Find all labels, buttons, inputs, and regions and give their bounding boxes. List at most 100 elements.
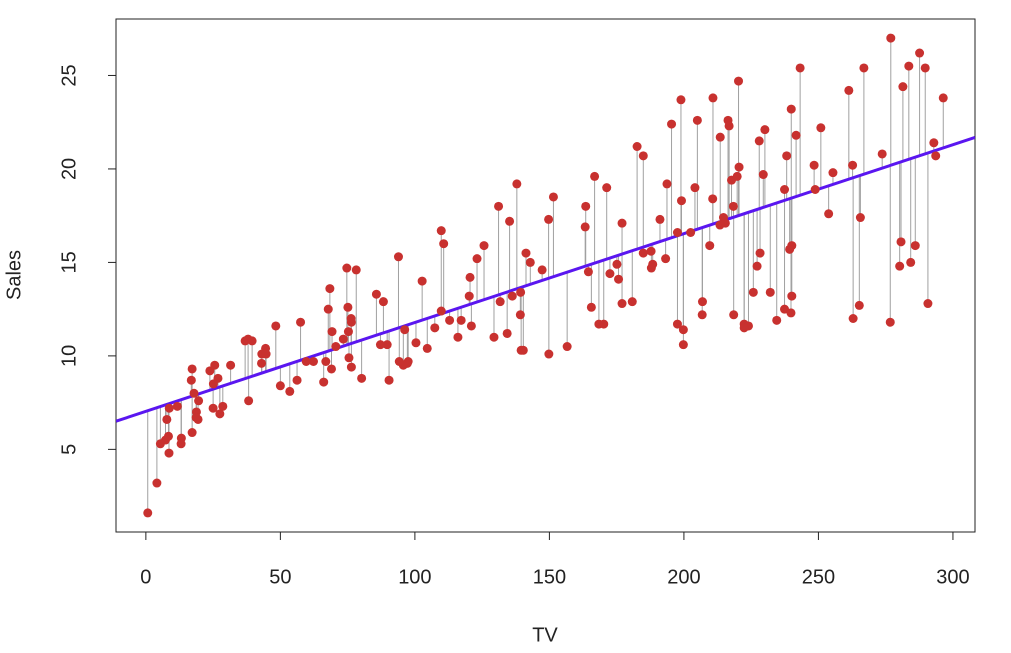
point — [854, 300, 864, 310]
y-axis-title: Sales — [3, 250, 25, 300]
point — [732, 171, 742, 181]
point — [327, 327, 337, 337]
y-tick-label: 20 — [58, 158, 80, 180]
point — [346, 313, 356, 323]
point — [662, 179, 672, 189]
point — [599, 319, 609, 329]
point — [489, 332, 499, 342]
point — [507, 291, 517, 301]
point — [394, 356, 404, 366]
point — [525, 257, 535, 267]
point — [430, 323, 440, 333]
point — [676, 95, 686, 105]
point — [655, 214, 665, 224]
point — [824, 209, 834, 219]
point — [325, 284, 335, 294]
point — [155, 439, 165, 449]
x-tick-label: 100 — [398, 566, 431, 588]
point — [194, 396, 204, 406]
point — [678, 340, 688, 350]
point — [580, 222, 590, 232]
point — [697, 310, 707, 320]
point — [261, 349, 271, 359]
y-tick-label: 5 — [58, 444, 80, 455]
point — [343, 302, 353, 312]
point — [895, 261, 905, 271]
point — [464, 291, 474, 301]
point — [516, 287, 526, 297]
point — [384, 375, 394, 385]
plot-box — [115, 18, 976, 533]
point — [920, 63, 930, 73]
point — [724, 121, 734, 131]
point — [436, 306, 446, 316]
point — [586, 302, 596, 312]
point — [548, 192, 558, 202]
point — [590, 171, 600, 181]
point — [705, 241, 715, 251]
point — [453, 332, 463, 342]
point — [791, 130, 801, 140]
point — [848, 160, 858, 170]
point — [213, 373, 223, 383]
point — [686, 228, 696, 238]
point — [338, 334, 348, 344]
point — [411, 338, 421, 348]
point — [720, 218, 730, 228]
point — [439, 239, 449, 249]
point — [375, 340, 385, 350]
point — [472, 254, 482, 264]
point — [848, 313, 858, 323]
point — [479, 241, 489, 251]
point — [515, 310, 525, 320]
point — [436, 226, 446, 236]
point — [748, 287, 758, 297]
point — [785, 244, 795, 254]
point — [187, 364, 197, 374]
point — [786, 308, 796, 318]
point — [176, 439, 186, 449]
point — [326, 364, 336, 374]
point — [859, 63, 869, 73]
point — [357, 373, 367, 383]
point — [164, 448, 174, 458]
point — [755, 248, 765, 258]
point — [210, 360, 220, 370]
point — [752, 261, 762, 271]
point — [690, 183, 700, 193]
point — [617, 218, 627, 228]
point — [661, 254, 671, 264]
point — [319, 377, 329, 387]
point — [544, 349, 554, 359]
point — [346, 362, 356, 372]
point — [308, 356, 318, 366]
point — [162, 414, 172, 424]
point — [351, 265, 361, 275]
point — [331, 342, 341, 352]
point — [617, 299, 627, 309]
point — [810, 185, 820, 195]
point — [271, 321, 281, 331]
point — [708, 194, 718, 204]
point — [648, 259, 658, 269]
regression-line — [116, 136, 975, 423]
point — [378, 297, 388, 307]
point — [191, 413, 201, 423]
point — [692, 115, 702, 125]
point — [466, 321, 476, 331]
point — [215, 409, 225, 419]
point — [780, 185, 790, 195]
point — [729, 310, 739, 320]
point — [226, 360, 236, 370]
x-tick-label: 250 — [802, 566, 835, 588]
point — [734, 76, 744, 86]
point — [772, 315, 782, 325]
point — [343, 327, 353, 337]
point — [189, 388, 199, 398]
point — [697, 297, 707, 307]
point — [765, 287, 775, 297]
x-tick-label: 300 — [936, 566, 969, 588]
point — [760, 125, 770, 135]
